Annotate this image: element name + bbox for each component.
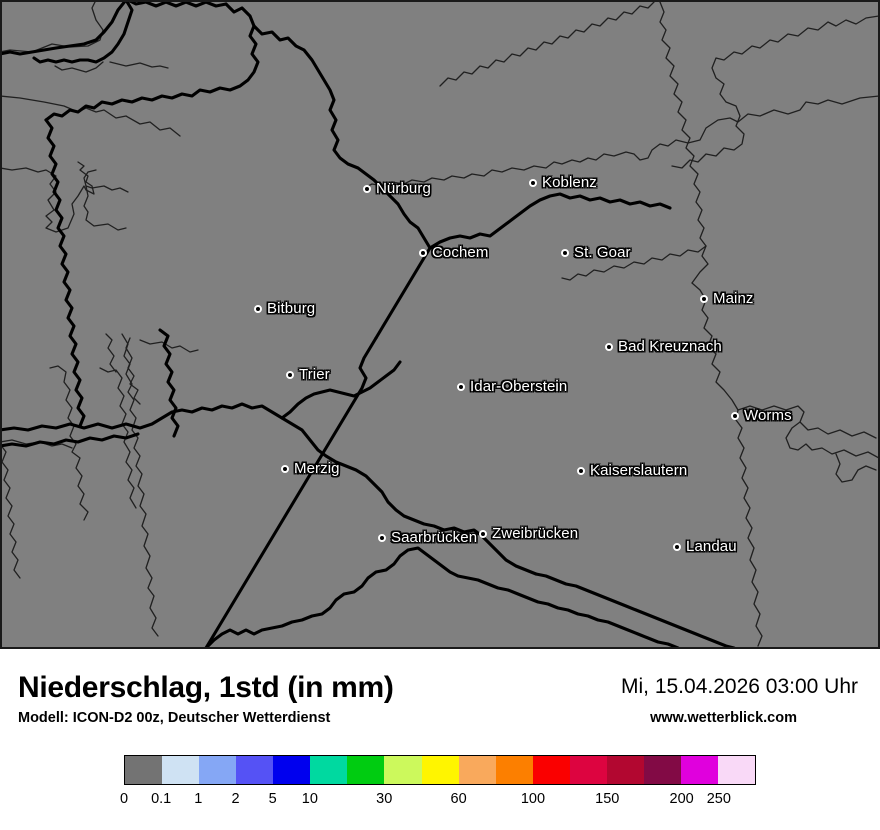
colorbar-tick-label: 200 bbox=[669, 791, 694, 807]
page-title: Niederschlag, 1std (in mm) bbox=[18, 671, 394, 704]
valid-datetime: Mi, 15.04.2026 03:00 Uhr bbox=[621, 675, 858, 698]
city-label: Merzig bbox=[294, 460, 340, 477]
city-marker[interactable]: Mainz bbox=[700, 290, 754, 307]
city-dot-icon bbox=[479, 529, 487, 538]
city-label: Cochem bbox=[432, 244, 489, 261]
city-marker[interactable]: Zweibrücken bbox=[479, 525, 578, 542]
colorbar-tick-label: 150 bbox=[595, 791, 620, 807]
city-dot-icon bbox=[281, 464, 289, 473]
colorbar-segments bbox=[124, 755, 756, 785]
city-label: Kaiserslautern bbox=[590, 462, 688, 479]
city-label: Bad Kreuznach bbox=[618, 338, 722, 355]
colorbar-segment-5 bbox=[310, 756, 348, 784]
colorbar-segment-10 bbox=[495, 756, 533, 784]
city-label: Koblenz bbox=[542, 174, 597, 191]
model-subtitle: Modell: ICON-D2 00z, Deutscher Wetterdie… bbox=[18, 710, 331, 726]
colorbar-tick-label: 10 bbox=[301, 791, 318, 807]
website-credit: www.wetterblick.com bbox=[650, 710, 797, 726]
colorbar-tick-label: 0 bbox=[119, 791, 129, 807]
colorbar-tick-label: 5 bbox=[268, 791, 277, 807]
secondary-borders bbox=[2, 2, 878, 647]
city-dot-icon bbox=[731, 411, 739, 420]
colorbar-tick-label: 60 bbox=[450, 791, 467, 807]
city-dot-icon bbox=[673, 542, 681, 551]
colorbar-segment-13 bbox=[606, 756, 644, 784]
colorbar-segment-1 bbox=[162, 756, 200, 784]
colorbar-tick-label: 1 bbox=[194, 791, 203, 807]
colorbar: 0 0.1 1 2 5 10 30 60 100 150 200 250 bbox=[120, 755, 756, 807]
city-dot-icon bbox=[378, 533, 386, 542]
city-dot-icon bbox=[419, 248, 427, 257]
city-marker[interactable]: Kaiserslautern bbox=[577, 462, 687, 479]
precipitation-map[interactable]: Nürburg Koblenz Cochem St. Goar Bitburg … bbox=[0, 0, 880, 649]
city-label: Worms bbox=[744, 407, 792, 424]
colorbar-segment-3 bbox=[236, 756, 274, 784]
map-borders-layer bbox=[2, 2, 878, 647]
colorbar-tick-labels: 0 0.1 1 2 5 10 30 60 100 150 200 250 bbox=[120, 785, 756, 811]
city-dot-icon bbox=[700, 294, 708, 303]
city-label: Trier bbox=[299, 366, 330, 383]
city-dot-icon bbox=[529, 178, 537, 187]
city-marker[interactable]: Landau bbox=[673, 538, 737, 555]
colorbar-tick-label: 100 bbox=[520, 791, 546, 807]
city-label: Idar-Oberstein bbox=[470, 378, 568, 395]
city-label: Saarbrücken bbox=[391, 529, 478, 546]
city-dot-icon bbox=[577, 466, 585, 475]
colorbar-segment-9 bbox=[458, 756, 496, 784]
city-label: Bitburg bbox=[267, 300, 316, 317]
city-dot-icon bbox=[561, 248, 569, 257]
colorbar-segment-0 bbox=[125, 756, 163, 784]
colorbar-tick-label: 0.1 bbox=[151, 791, 172, 807]
city-marker[interactable]: Bitburg bbox=[254, 300, 315, 317]
city-marker[interactable]: Merzig bbox=[281, 460, 340, 477]
legend-footer: Niederschlag, 1std (in mm) Modell: ICON-… bbox=[0, 649, 880, 830]
city-dot-icon bbox=[286, 370, 294, 379]
primary-borders bbox=[2, 2, 736, 647]
city-dot-icon bbox=[254, 304, 262, 313]
city-marker[interactable]: Worms bbox=[731, 407, 792, 424]
colorbar-segment-16 bbox=[718, 756, 756, 784]
city-label: Landau bbox=[686, 538, 737, 555]
colorbar-segment-4 bbox=[273, 756, 311, 784]
city-label: Zweibrücken bbox=[492, 525, 579, 542]
city-marker[interactable]: Saarbrücken bbox=[378, 529, 477, 546]
city-marker[interactable]: Idar-Oberstein bbox=[457, 378, 567, 395]
colorbar-segment-12 bbox=[569, 756, 607, 784]
city-marker[interactable]: St. Goar bbox=[561, 244, 631, 261]
colorbar-tick-label: 250 bbox=[706, 791, 731, 807]
city-dot-icon bbox=[605, 342, 613, 351]
city-label: Nürburg bbox=[376, 180, 431, 197]
colorbar-tick-label: 30 bbox=[376, 791, 393, 807]
colorbar-segment-7 bbox=[384, 756, 422, 784]
city-marker[interactable]: Cochem bbox=[419, 244, 488, 261]
colorbar-segment-14 bbox=[643, 756, 681, 784]
city-dot-icon bbox=[363, 184, 371, 193]
city-marker[interactable]: Koblenz bbox=[529, 174, 597, 191]
colorbar-segment-8 bbox=[421, 756, 459, 784]
colorbar-segment-11 bbox=[532, 756, 570, 784]
city-label: Mainz bbox=[713, 290, 754, 307]
city-marker[interactable]: Bad Kreuznach bbox=[605, 338, 722, 355]
colorbar-tick-label: 2 bbox=[231, 791, 240, 807]
city-marker[interactable]: Nürburg bbox=[363, 180, 431, 197]
colorbar-segment-6 bbox=[347, 756, 385, 784]
colorbar-segment-15 bbox=[680, 756, 718, 784]
city-label: St. Goar bbox=[574, 244, 631, 261]
colorbar-segment-2 bbox=[199, 756, 237, 784]
city-dot-icon bbox=[457, 382, 465, 391]
city-marker[interactable]: Trier bbox=[286, 366, 330, 383]
